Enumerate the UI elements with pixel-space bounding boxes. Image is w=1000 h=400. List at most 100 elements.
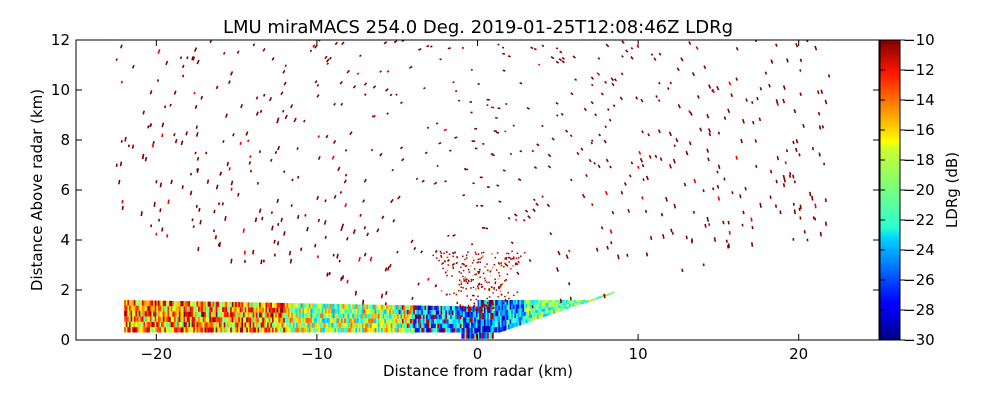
echo-cell <box>442 310 444 315</box>
echo-cell <box>549 309 552 313</box>
echo-cell <box>173 300 176 307</box>
echo-cell <box>233 327 236 333</box>
echo-cell <box>153 327 155 333</box>
echo-cell <box>167 316 170 322</box>
echo-cell <box>467 268 470 271</box>
echo-cell <box>371 323 374 328</box>
colorbar-tick-label: −12 <box>903 61 935 79</box>
echo-cell <box>577 300 579 301</box>
echo-cell <box>541 314 544 318</box>
echo-dash <box>528 258 532 263</box>
y-axis-label: Distance Above radar (km) <box>28 89 46 291</box>
echo-cell <box>397 305 399 310</box>
echo-cell <box>432 319 435 324</box>
echo-cell <box>294 322 297 328</box>
echo-cell <box>475 317 478 323</box>
echo-cell <box>294 327 297 333</box>
echo-dash <box>764 71 768 75</box>
echo-cell <box>340 308 343 314</box>
echo-cell <box>225 327 228 333</box>
echo-cell <box>387 304 390 310</box>
echo-dash <box>636 45 640 49</box>
echo-cell <box>486 307 488 310</box>
echo-cell <box>504 257 507 259</box>
echo-cell <box>128 327 131 333</box>
echo-cell <box>153 316 155 322</box>
echo-dash <box>819 231 822 237</box>
echo-cell <box>191 306 194 312</box>
echo-cell <box>376 323 379 328</box>
echo-cell <box>390 327 393 333</box>
echo-cell <box>437 319 440 324</box>
echo-dash <box>754 139 758 143</box>
echo-cell <box>461 317 464 323</box>
echo-cell <box>381 323 383 328</box>
echo-cell <box>239 302 242 308</box>
echo-cell <box>483 303 485 306</box>
echo-cell <box>567 307 570 309</box>
echo-cell <box>500 262 502 264</box>
echo-dash <box>537 63 541 66</box>
echo-cell <box>467 306 470 312</box>
echo-cell <box>461 327 464 334</box>
echo-cell <box>421 314 424 320</box>
echo-cell <box>342 308 345 314</box>
echo-dash <box>232 133 235 137</box>
echo-cell <box>377 327 380 333</box>
echo-cell <box>225 312 228 318</box>
echo-dash <box>510 241 514 245</box>
echo-dash <box>708 84 712 89</box>
echo-cell <box>353 323 356 328</box>
echo-cell <box>462 287 464 289</box>
echo-cell <box>509 323 512 329</box>
echo-cell <box>284 307 287 313</box>
echo-cell <box>525 300 528 304</box>
echo-dash <box>352 85 357 89</box>
echo-cell <box>247 302 250 308</box>
echo-cell <box>482 300 485 307</box>
echo-cell <box>279 322 282 328</box>
echo-cell <box>178 322 181 328</box>
echo-cell <box>313 313 316 319</box>
echo-cell <box>270 322 273 328</box>
echo-cell <box>469 322 472 328</box>
echo-cell <box>300 327 303 333</box>
echo-cell <box>490 306 493 313</box>
echo-cell <box>363 304 366 310</box>
echo-dash <box>683 182 687 187</box>
echo-cell <box>468 271 471 273</box>
echo-cell <box>183 301 186 307</box>
echo-cell <box>321 322 324 328</box>
echo-cell <box>368 327 371 333</box>
echo-cell <box>562 308 565 311</box>
echo-cell <box>466 322 469 328</box>
echo-dash <box>362 299 365 305</box>
echo-dash <box>784 161 787 165</box>
echo-cell <box>284 312 287 318</box>
echo-cell <box>193 322 196 328</box>
echo-dash <box>331 155 335 160</box>
echo-cell <box>503 305 505 311</box>
echo-cell <box>552 306 555 310</box>
echo-dash <box>708 132 712 137</box>
echo-cell <box>456 306 459 311</box>
echo-cell <box>572 300 575 302</box>
echo-cell <box>554 300 557 303</box>
colorbar-ticks: −10−12−14−16−18−20−22−24−26−28−30 <box>880 31 935 349</box>
echo-cell <box>283 327 285 333</box>
echo-cell <box>199 311 202 317</box>
echo-cell <box>373 304 375 310</box>
echo-cell <box>533 306 536 311</box>
echo-cell <box>279 302 282 308</box>
echo-dash <box>657 129 661 134</box>
echo-cell <box>360 323 363 328</box>
echo-cell <box>238 327 241 333</box>
echo-cell <box>487 325 489 333</box>
echo-cell <box>462 275 464 278</box>
echo-cell <box>565 306 568 308</box>
echo-cell <box>452 252 454 254</box>
echo-cell <box>175 327 178 333</box>
echo-cell <box>408 323 411 328</box>
echo-cell <box>575 302 578 304</box>
